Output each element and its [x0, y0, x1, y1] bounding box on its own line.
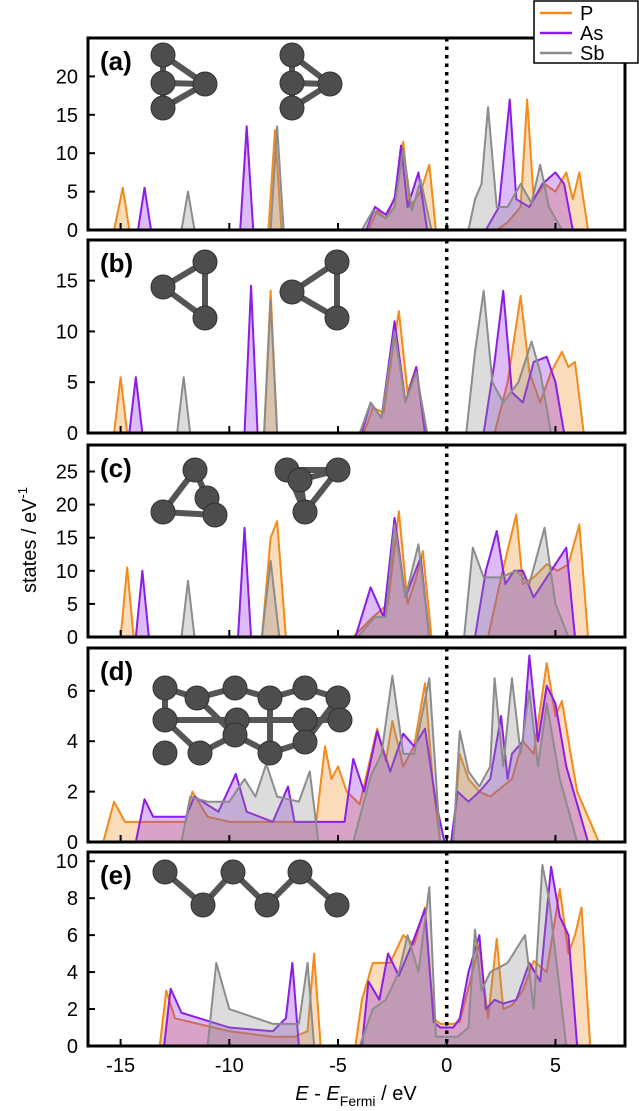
- atom: [193, 72, 217, 96]
- atom: [151, 71, 175, 95]
- panel: 0 5 10 15 20 (a): [56, 38, 625, 242]
- panel-label: (c): [100, 453, 132, 483]
- x-tick-label: 5: [550, 1055, 561, 1077]
- page: {"chart_data": [ {"type": "area", "label…: [0, 0, 639, 1111]
- atom: [223, 723, 247, 747]
- panel-label: (b): [100, 248, 133, 278]
- atom: [185, 686, 209, 710]
- y-tick-label: 15: [56, 105, 78, 127]
- y-tick-label: 0: [67, 627, 78, 649]
- atom: [151, 500, 175, 524]
- y-tick-label: 15: [56, 271, 78, 293]
- atom: [193, 250, 217, 274]
- y-tick-label: 0: [67, 423, 78, 445]
- atom: [153, 860, 177, 884]
- atom: [325, 250, 349, 274]
- y-tick-label: 5: [67, 372, 78, 394]
- y-tick-label: 8: [67, 888, 78, 910]
- atom: [193, 306, 217, 330]
- atom: [153, 708, 177, 732]
- panel-label: (d): [100, 656, 133, 686]
- panel: 0 2 4 6 8 10 -15 -10 -5 0 5 (e): [56, 851, 625, 1077]
- x-tick-label: -15: [106, 1055, 135, 1077]
- y-tick-label: 10: [56, 561, 78, 583]
- atom: [203, 503, 227, 527]
- x-label-unit: / eV: [376, 1083, 418, 1105]
- atom: [221, 860, 245, 884]
- atom: [280, 280, 304, 304]
- y-tick-label: 20: [56, 495, 78, 517]
- y-label-sup: -1: [15, 487, 30, 499]
- atom: [293, 730, 317, 754]
- y-tick-label: 15: [56, 528, 78, 550]
- y-axis-label: states / eV-1: [15, 487, 41, 593]
- panel: 0 5 10 15 (b): [56, 240, 625, 445]
- atom: [293, 500, 317, 524]
- x-label-sub: Fermi: [340, 1093, 376, 1109]
- atom: [153, 741, 177, 765]
- atom: [325, 893, 349, 917]
- atom: [293, 708, 317, 732]
- atom: [326, 686, 350, 710]
- x-label-e: E: [295, 1083, 309, 1105]
- x-tick-label: -10: [215, 1055, 244, 1077]
- y-tick-label: 10: [56, 321, 78, 343]
- atom: [293, 676, 317, 700]
- atom: [258, 686, 282, 710]
- x-label-e2: E: [326, 1083, 340, 1105]
- y-tick-label: 25: [56, 461, 78, 483]
- atom: [151, 96, 175, 120]
- legend-label: As: [580, 23, 603, 45]
- y-tick-label: 4: [67, 962, 78, 984]
- y-tick-label: 2: [67, 999, 78, 1021]
- y-tick-label: 5: [67, 182, 78, 204]
- atom: [325, 306, 349, 330]
- atom: [151, 43, 175, 67]
- y-tick-label: 10: [56, 851, 78, 873]
- atom: [280, 71, 304, 95]
- atom: [280, 96, 304, 120]
- y-tick-label: 0: [67, 220, 78, 242]
- atom: [153, 676, 177, 700]
- x-label-dash: -: [309, 1083, 327, 1105]
- panel-label: (e): [100, 860, 132, 890]
- atom: [183, 458, 207, 482]
- dos-area: [181, 676, 577, 842]
- atom: [188, 741, 212, 765]
- legend-label: Sb: [580, 43, 604, 65]
- atom: [191, 893, 215, 917]
- figure: 05101520(a)051015(b)0510152025(c)0246(d)…: [0, 0, 639, 1111]
- x-axis-label: E - EFermi / eV: [295, 1083, 417, 1109]
- y-tick-label: 20: [56, 66, 78, 88]
- y-tick-label: 5: [67, 594, 78, 616]
- y-tick-label: 6: [67, 681, 78, 703]
- panel: 0 5 10 15 20 25 (c): [56, 445, 625, 649]
- y-tick-label: 2: [67, 782, 78, 804]
- legend-label: P: [580, 3, 593, 25]
- y-tick-label: 0: [67, 1036, 78, 1058]
- atom: [318, 72, 342, 96]
- atom: [288, 860, 312, 884]
- atom: [280, 43, 304, 67]
- atom: [255, 893, 279, 917]
- atom: [328, 708, 352, 732]
- atom: [223, 676, 247, 700]
- atom: [258, 741, 282, 765]
- panel-label: (a): [100, 46, 132, 76]
- atom: [288, 468, 312, 492]
- atom: [326, 458, 350, 482]
- y-tick-label: 6: [67, 925, 78, 947]
- atom: [151, 275, 175, 299]
- x-tick-label: -5: [329, 1055, 347, 1077]
- y-tick-label: 4: [67, 731, 78, 753]
- y-tick-label: 10: [56, 143, 78, 165]
- x-tick-label: 0: [441, 1055, 452, 1077]
- y-label-text: states / eV: [19, 498, 41, 593]
